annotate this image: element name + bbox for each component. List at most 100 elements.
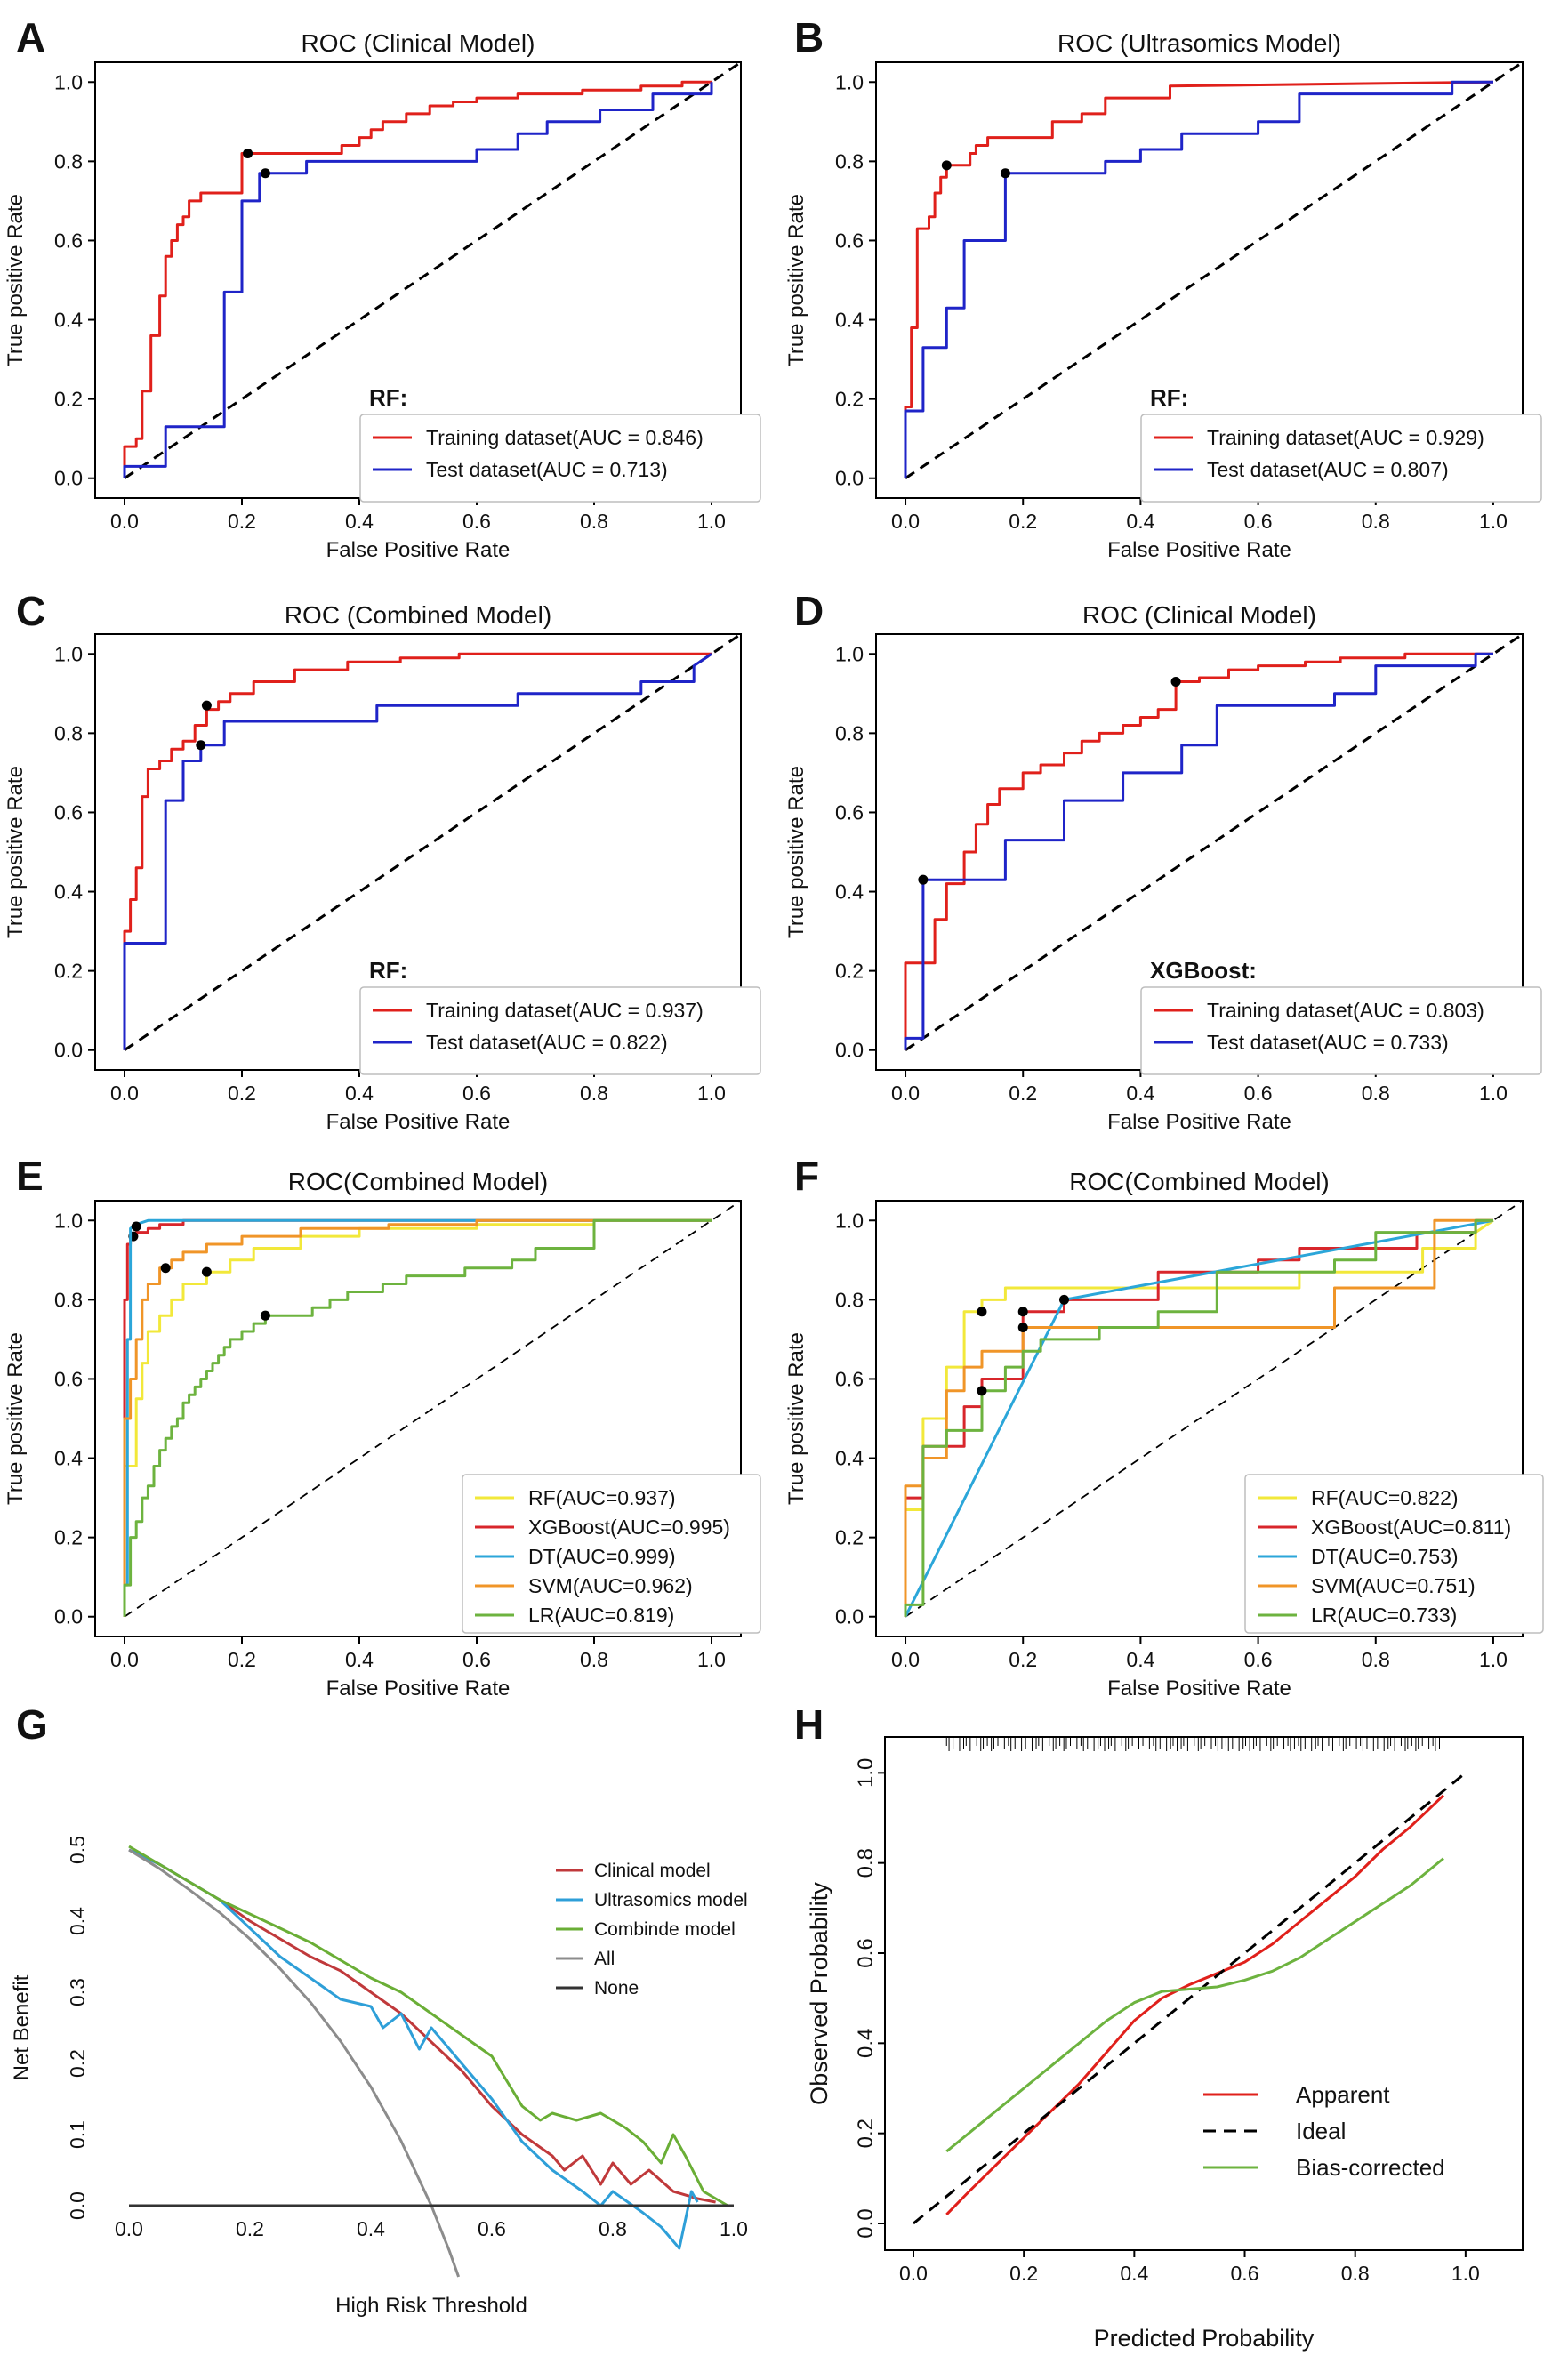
y-tick-label: 0.4	[854, 2029, 878, 2058]
series-line-combinde-model	[128, 1845, 728, 2207]
x-tick-label: 0.6	[1244, 510, 1273, 533]
y-tick-label: 1.0	[835, 70, 864, 93]
x-tick-label: 0.4	[345, 1081, 374, 1105]
y-tick-label: 0.5	[66, 1836, 89, 1864]
x-tick-label: 0.2	[1009, 1648, 1037, 1671]
y-tick-label: 0.2	[54, 1526, 83, 1549]
legend-box	[359, 414, 761, 503]
y-tick-label: 0.4	[66, 1907, 89, 1935]
x-tick-label: 0.6	[1244, 1081, 1273, 1105]
cutoff-point	[201, 700, 212, 711]
legend-label: Bias-corrected	[1296, 2154, 1445, 2181]
legend-label: LR(AUC=0.819)	[528, 1604, 674, 1627]
y-tick-label: 1.0	[54, 1209, 83, 1232]
x-tick-label: 0.4	[345, 510, 374, 533]
legend-label: Ultrasomics model	[594, 1890, 748, 1910]
chart-title: ROC (Combined Model)	[285, 601, 551, 629]
legend-box	[359, 986, 761, 1075]
panel-g: G 0.0 0.2 0.4 0.6 0.8 1.0 0.0 0.1 0.2 0.3 0.4 0.5 Hig…	[10, 1701, 748, 2318]
panel-b: B ROC (Ultrasomics Model) 0.0 0.2 0.4 0.6 0.8 1…	[784, 14, 1542, 562]
x-tick-label: 0.2	[1009, 2262, 1038, 2285]
legend-label: Ideal	[1296, 2118, 1346, 2144]
y-tick-label: 0.0	[66, 2191, 89, 2220]
series-line-test-dataset-auc-0-733	[904, 652, 1493, 1050]
series-line-apparent	[945, 1794, 1445, 2215]
legend-label: Combinde model	[594, 1919, 736, 1940]
x-tick-label: 0.8	[580, 510, 608, 533]
legend-label: Apparent	[1296, 2081, 1390, 2108]
panel-h: H 0.0 0.2 0.4 0.6 0.8 1.0 0.0 0.2 0.4 0.6 0.8 1.0 Pre…	[794, 1701, 1524, 2352]
x-tick-label: 0.4	[1126, 1648, 1154, 1671]
x-tick-label: 1.0	[1451, 2262, 1480, 2285]
y-tick-label: 0.8	[54, 149, 83, 173]
legend-label: Test dataset(AUC = 0.733)	[1207, 1031, 1449, 1054]
cutoff-point	[1000, 168, 1010, 179]
y-tick-label: 0.4	[835, 309, 864, 332]
y-axis-label: True positive Rate	[4, 194, 28, 366]
series-line-test-dataset-auc-0-822	[123, 653, 712, 1050]
y-tick-label: 0.2	[835, 960, 864, 983]
x-axis-label: False Positive Rate	[1107, 1110, 1291, 1134]
y-tick-label: 0.2	[835, 388, 864, 411]
cutoff-point	[196, 740, 206, 751]
y-tick-label: 0.0	[854, 2208, 878, 2238]
cutoff-point	[131, 1221, 141, 1232]
panel-label-f: F	[794, 1153, 819, 1199]
y-tick-label: 0.4	[54, 880, 83, 904]
panel-label-g: G	[16, 1701, 48, 1748]
x-tick-label: 0.0	[891, 1648, 920, 1671]
legend-label: Test dataset(AUC = 0.713)	[426, 458, 668, 481]
plot-frame	[875, 1200, 1524, 1637]
legend-box	[1140, 414, 1542, 503]
legend-label: DT(AUC=0.753)	[1311, 1545, 1459, 1568]
x-tick-label: 0.8	[1341, 2262, 1370, 2285]
x-tick-label: 1.0	[1479, 1081, 1508, 1105]
y-tick-label: 0.0	[54, 1039, 83, 1062]
cutoff-point	[160, 1263, 171, 1274]
y-tick-label: 0.0	[835, 1039, 864, 1062]
y-tick-label: 0.8	[54, 1288, 83, 1311]
y-tick-label: 0.0	[54, 1605, 83, 1628]
legend-label: None	[594, 1978, 639, 1998]
series-line-xgboost-auc-0-995	[123, 1218, 712, 1617]
x-tick-label: 1.0	[1479, 510, 1508, 533]
x-tick-label: 0.0	[899, 2262, 928, 2285]
x-tick-label: 0.0	[891, 510, 920, 533]
x-tick-label: 0.4	[1126, 1081, 1154, 1105]
legend-label: SVM(AUC=0.751)	[1311, 1574, 1476, 1597]
y-tick-label: 0.6	[54, 1367, 83, 1390]
x-axis-label: False Positive Rate	[326, 1110, 511, 1134]
x-tick-label: 0.0	[110, 1081, 139, 1105]
series-line-lr-auc-0-819	[123, 1218, 712, 1617]
legend-label: SVM(AUC=0.962)	[528, 1574, 693, 1597]
series-line-rf-auc-0-937	[123, 1218, 712, 1617]
y-axis-label: Net Benefit	[10, 1974, 34, 2080]
legend-box	[462, 1474, 761, 1634]
y-tick-label: 0.4	[54, 309, 83, 332]
x-tick-label: 0.0	[110, 1648, 139, 1671]
y-tick-label: 0.2	[54, 388, 83, 411]
x-tick-label: 0.2	[1009, 510, 1037, 533]
x-axis-label: False Positive Rate	[326, 1677, 511, 1701]
panel-label-c: C	[16, 588, 45, 634]
legend-label: Test dataset(AUC = 0.807)	[1207, 458, 1449, 481]
y-tick-label: 0.4	[835, 1447, 864, 1470]
y-tick-label: 0.2	[54, 960, 83, 983]
plot-frame	[884, 1736, 1524, 2251]
y-tick-label: 0.8	[54, 721, 83, 744]
y-tick-label: 0.8	[835, 1288, 864, 1311]
x-tick-label: 0.0	[115, 2217, 143, 2240]
x-tick-label: 0.6	[1244, 1648, 1273, 1671]
x-tick-label: 1.0	[1479, 1648, 1508, 1671]
panel-label-a: A	[16, 14, 45, 60]
x-tick-label: 0.4	[345, 1648, 374, 1671]
panel-a: A ROC (Clinical Model) 0.0 0.2 0.4 0.6 0.8 1.0 0…	[4, 14, 761, 562]
series-line-ideal	[913, 1772, 1467, 2225]
legend-title: RF:	[1150, 384, 1188, 411]
x-tick-label: 1.0	[720, 2217, 748, 2240]
cutoff-point	[977, 1386, 987, 1396]
y-tick-label: 0.0	[835, 467, 864, 490]
legend-label: RF(AUC=0.822)	[1311, 1486, 1459, 1509]
cutoff-point	[941, 160, 952, 171]
